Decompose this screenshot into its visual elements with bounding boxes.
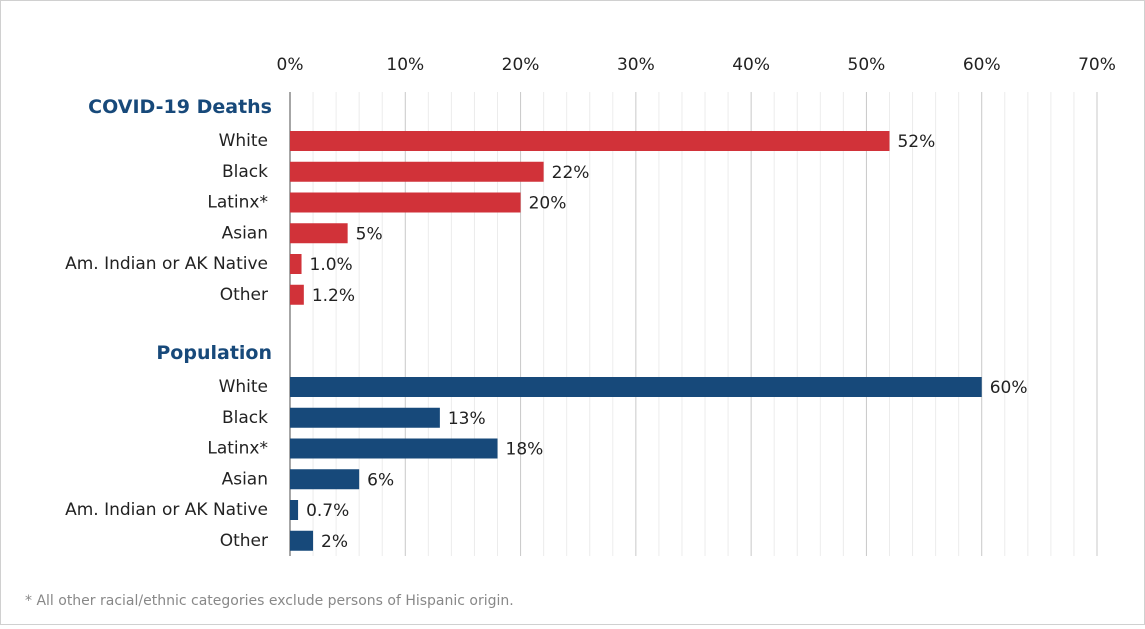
x-tick-label: 20% xyxy=(502,55,540,75)
bar xyxy=(290,407,440,428)
x-tick-label: 60% xyxy=(963,55,1001,75)
value-label: 0.7% xyxy=(306,501,349,521)
x-tick-label: 40% xyxy=(732,55,770,75)
x-tick-label: 70% xyxy=(1078,55,1116,75)
bar xyxy=(290,192,521,213)
y-tick-label: White xyxy=(219,377,268,397)
footnote: * All other racial/ethnic categories exc… xyxy=(25,593,514,609)
bar xyxy=(290,284,304,305)
y-tick-label: Black xyxy=(222,162,268,182)
bar xyxy=(290,161,544,182)
value-label: 22% xyxy=(552,163,590,183)
value-label: 60% xyxy=(990,378,1028,398)
bar xyxy=(290,530,314,551)
bar xyxy=(290,223,348,244)
y-tick-label: Other xyxy=(220,285,268,305)
x-tick-label: 50% xyxy=(848,55,886,75)
y-tick-label: Other xyxy=(220,531,268,551)
value-label: 52% xyxy=(897,132,935,152)
bar xyxy=(290,377,982,397)
value-label: 2% xyxy=(321,532,348,552)
y-tick-label: White xyxy=(219,131,268,151)
y-tick-label: Latinx* xyxy=(207,193,268,213)
value-label: 5% xyxy=(356,224,383,244)
bar xyxy=(290,254,302,274)
bar xyxy=(290,131,890,151)
x-tick-label: 0% xyxy=(277,55,304,75)
y-tick-label: Asian xyxy=(222,469,268,489)
y-tick-label: Asian xyxy=(222,223,268,243)
bar xyxy=(290,500,299,520)
value-label: 6% xyxy=(367,470,394,490)
y-tick-label: Black xyxy=(222,408,268,428)
value-label: 1.2% xyxy=(312,286,355,306)
bar xyxy=(290,469,360,490)
x-tick-label: 30% xyxy=(617,55,655,75)
value-label: 13% xyxy=(448,409,486,429)
y-tick-label: Am. Indian or AK Native xyxy=(65,500,268,520)
group-header: COVID-19 Deaths xyxy=(88,96,272,118)
value-label: 20% xyxy=(529,194,567,214)
y-tick-label: Latinx* xyxy=(207,439,268,459)
value-label: 18% xyxy=(506,440,544,460)
value-label: 1.0% xyxy=(310,255,353,275)
x-tick-label: 10% xyxy=(386,55,424,75)
bar xyxy=(290,438,498,459)
group-header: Population xyxy=(156,342,272,364)
y-tick-label: Am. Indian or AK Native xyxy=(65,254,268,274)
